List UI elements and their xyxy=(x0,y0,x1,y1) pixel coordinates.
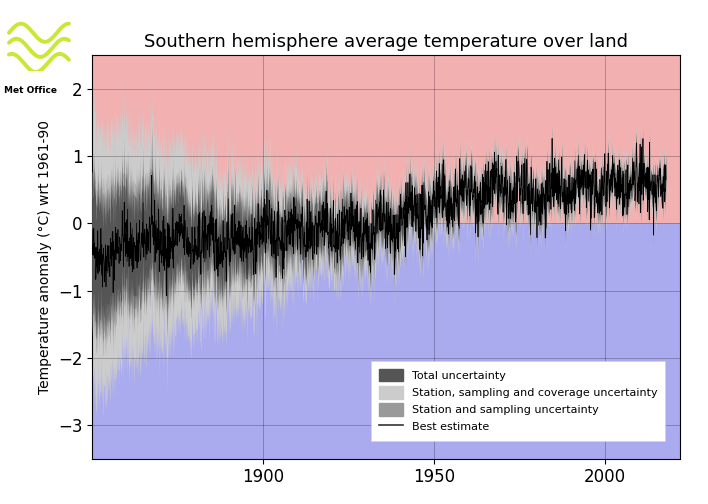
Y-axis label: Temperature anomaly (°C) wrt 1961-90: Temperature anomaly (°C) wrt 1961-90 xyxy=(38,120,52,394)
Text: Met Office: Met Office xyxy=(4,86,57,95)
Title: Southern hemisphere average temperature over land: Southern hemisphere average temperature … xyxy=(144,33,628,51)
Bar xyxy=(92,223,680,459)
Bar xyxy=(92,55,680,223)
Legend: Total uncertainty, Station, sampling and coverage uncertainty, Station and sampl: Total uncertainty, Station, sampling and… xyxy=(371,361,666,441)
